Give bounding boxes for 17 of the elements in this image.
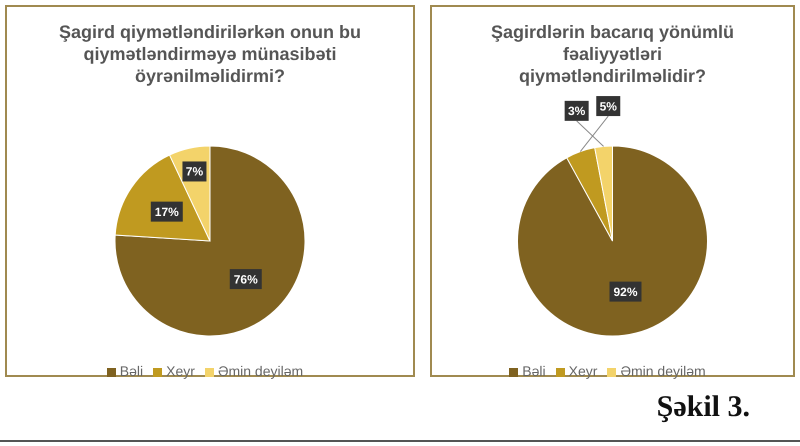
pie-slice	[114, 146, 306, 336]
pie-slice	[517, 146, 708, 336]
data-label: 3%	[568, 104, 586, 118]
data-label: 17%	[154, 204, 180, 219]
chart-title: Şagird qiymətləndirilərkən onun bu qiymətləndirməyə münasibəti öyrənilməlidirmi?	[58, 21, 362, 88]
legend-label: Əmin deyiləm	[620, 363, 706, 379]
data-label: 76%	[234, 272, 258, 286]
legend-label: Bəli	[522, 363, 546, 379]
legend-label: Xeyr	[568, 363, 598, 379]
text: Şəkil 3.	[656, 390, 750, 424]
legend-label: Xeyr	[166, 363, 195, 379]
data-label: 7%	[186, 164, 204, 179]
legend-label: Əmin deyiləm	[218, 363, 304, 379]
data-label: 92%	[613, 284, 638, 299]
chart-title: Şagirdlərin bacarıq yönümlü fəaliyyətləri qiymətləndirilməlidir?	[490, 21, 736, 88]
legend-label: Bəli	[120, 363, 144, 379]
data-label: 5%	[600, 99, 618, 114]
